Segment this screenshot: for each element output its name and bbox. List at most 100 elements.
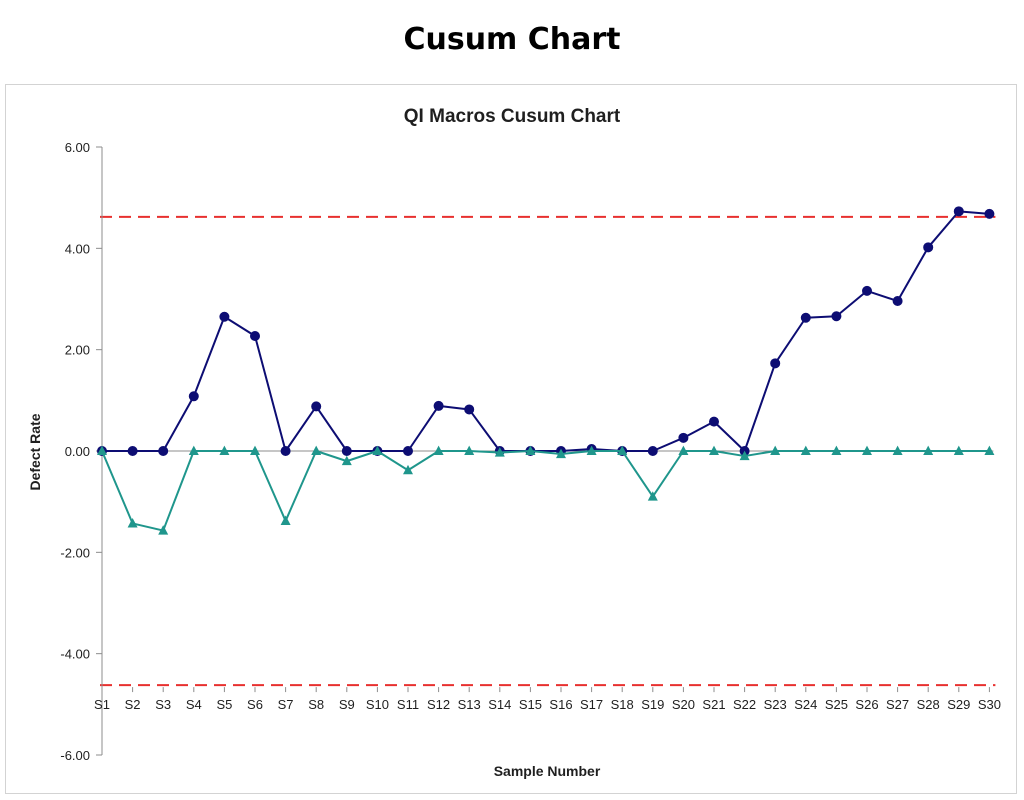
upper-data-point bbox=[709, 416, 719, 427]
y-tick-label: 0.00 bbox=[65, 444, 90, 459]
upper-data-point bbox=[770, 358, 781, 369]
x-tick-label: S14 bbox=[488, 697, 511, 712]
upper-series-line bbox=[102, 210, 990, 452]
x-tick-label: S4 bbox=[186, 697, 202, 712]
lower-data-point bbox=[372, 445, 383, 456]
lower-data-point bbox=[617, 445, 628, 456]
y-tick-label: -4.00 bbox=[60, 647, 90, 662]
chart-title: QI Macros Cusum Chart bbox=[404, 106, 621, 127]
upper-data-point bbox=[464, 404, 475, 415]
upper-data-point bbox=[923, 242, 934, 253]
x-tick-label: S1 bbox=[94, 697, 110, 712]
y-tick-label: 4.00 bbox=[65, 241, 90, 256]
lower-data-point bbox=[250, 445, 260, 456]
x-tick-label: S8 bbox=[308, 697, 324, 712]
lower-data-point bbox=[494, 447, 505, 457]
x-tick-label: S5 bbox=[216, 697, 232, 712]
x-tick-label: S22 bbox=[733, 697, 756, 712]
x-tick-label: S10 bbox=[366, 697, 389, 712]
x-tick-label: S18 bbox=[611, 697, 634, 712]
y-tick-label: 2.00 bbox=[65, 343, 90, 358]
lower-data-point bbox=[586, 445, 597, 456]
lower-data-point bbox=[97, 445, 107, 456]
x-tick-label: S27 bbox=[886, 697, 909, 712]
lower-data-point bbox=[464, 445, 475, 456]
upper-data-point bbox=[158, 446, 169, 456]
lower-data-point bbox=[678, 445, 689, 456]
upper-data-point bbox=[188, 391, 199, 402]
upper-data-point bbox=[800, 312, 811, 323]
x-tick-label: S7 bbox=[278, 697, 294, 712]
lower-series-line bbox=[101, 450, 990, 532]
x-tick-label: S11 bbox=[397, 697, 419, 712]
series bbox=[97, 206, 995, 535]
y-tick-label: 6.00 bbox=[65, 140, 90, 155]
lower-data-point bbox=[800, 445, 811, 456]
upper-data-point bbox=[953, 206, 964, 217]
x-tick-label: S28 bbox=[917, 697, 940, 712]
lower-data-point bbox=[739, 450, 750, 461]
lower-data-point bbox=[188, 445, 199, 456]
lower-data-point bbox=[709, 445, 719, 456]
x-tick-label: S15 bbox=[519, 697, 542, 712]
lower-data-point bbox=[280, 515, 291, 525]
x-tick-label: S16 bbox=[549, 697, 572, 712]
upper-data-point bbox=[984, 208, 995, 219]
lower-data-point bbox=[556, 448, 566, 459]
lower-data-point bbox=[892, 445, 903, 456]
upper-data-point bbox=[831, 311, 842, 322]
y-tick-label: -6.00 bbox=[60, 748, 90, 763]
cusum-chart: QI Macros Cusum Chart Defect Rate Sample… bbox=[27, 106, 1001, 779]
x-tick-label: S13 bbox=[458, 697, 481, 712]
lower-data-point bbox=[923, 445, 934, 456]
lower-data-point bbox=[158, 525, 169, 535]
lower-data-point bbox=[770, 445, 781, 456]
upper-data-point bbox=[219, 311, 230, 322]
lower-data-point bbox=[862, 445, 872, 456]
x-tick-label: S19 bbox=[641, 697, 664, 712]
lower-data-point bbox=[984, 445, 995, 456]
upper-data-point bbox=[311, 401, 322, 412]
x-tick-label: S3 bbox=[155, 697, 171, 712]
upper-data-point bbox=[647, 446, 658, 456]
upper-data-point bbox=[341, 446, 352, 456]
lower-data-point bbox=[831, 445, 842, 456]
y-axis-title: Defect Rate bbox=[27, 413, 43, 490]
upper-data-point bbox=[433, 400, 444, 411]
upper-data-point bbox=[678, 432, 689, 443]
lower-data-point bbox=[953, 445, 964, 456]
lower-data-point bbox=[647, 491, 658, 501]
chart-frame: QI Macros Cusum Chart Defect Rate Sample… bbox=[5, 84, 1017, 794]
x-tick-label: S24 bbox=[794, 697, 817, 712]
upper-data-point bbox=[892, 296, 903, 307]
lower-data-point bbox=[311, 445, 322, 456]
upper-data-point bbox=[280, 446, 291, 456]
y-tick-label: -2.00 bbox=[60, 545, 90, 560]
page-title: Cusum Chart bbox=[403, 22, 621, 57]
lower-data-point bbox=[341, 455, 352, 466]
control-limits bbox=[100, 215, 996, 687]
x-tick-label: S17 bbox=[580, 697, 603, 712]
x-tick-label: S9 bbox=[339, 697, 355, 712]
x-tick-label: S30 bbox=[978, 697, 1001, 712]
x-tick-label: S25 bbox=[825, 697, 848, 712]
lower-data-point bbox=[219, 445, 230, 456]
lower-cusum-series bbox=[97, 445, 995, 535]
upper-data-point bbox=[250, 330, 260, 341]
x-tick-label: S6 bbox=[247, 697, 263, 712]
x-tick-label: S26 bbox=[855, 697, 878, 712]
upper-data-point bbox=[403, 446, 413, 456]
upper-cusum-series bbox=[97, 206, 995, 456]
lower-data-point bbox=[433, 445, 444, 456]
lower-data-point bbox=[403, 464, 413, 475]
x-tick-label: S20 bbox=[672, 697, 695, 712]
lower-data-point bbox=[525, 445, 536, 456]
x-tick-label: S21 bbox=[702, 697, 725, 712]
lower-data-point bbox=[127, 518, 138, 528]
x-tick-label: S2 bbox=[125, 697, 141, 712]
x-axis-title: Sample Number bbox=[494, 763, 601, 779]
x-tick-label: S23 bbox=[764, 697, 787, 712]
x-tick-label: S12 bbox=[427, 697, 450, 712]
upper-data-point bbox=[127, 446, 138, 456]
x-tick-label: S29 bbox=[947, 697, 970, 712]
